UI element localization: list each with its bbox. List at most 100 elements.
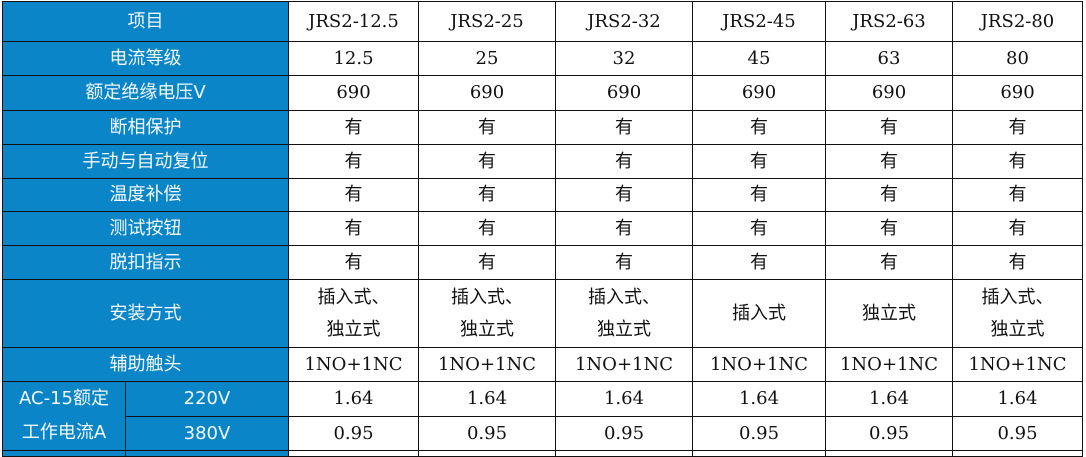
- value-cell: 1NO+1NC: [952, 347, 1083, 382]
- value-cell: 有: [692, 245, 826, 280]
- value-cell: 插入式、 独立式: [418, 279, 556, 348]
- value-cell: 有: [555, 245, 693, 280]
- row-label: 脱扣指示: [2, 245, 289, 280]
- value-cell: 690: [952, 75, 1083, 111]
- table-row: 380V 0.95 0.95 0.95 0.95 0.95 0.95: [3, 415, 1083, 451]
- value-cell: 有: [952, 178, 1083, 212]
- row-label: 额定绝缘电压V: [2, 75, 289, 111]
- value-cell: 有: [952, 144, 1083, 179]
- row-label: 电流等级: [2, 41, 289, 76]
- value-cell: 有: [418, 110, 556, 145]
- partial-cell: [418, 450, 556, 457]
- row-label: 断相保护: [2, 110, 289, 145]
- value-cell: 有: [692, 110, 826, 145]
- value-cell: 32: [555, 41, 693, 76]
- value-cell: 1NO+1NC: [692, 347, 826, 382]
- value-cell: 0.95: [555, 415, 693, 451]
- table-row: 手动与自动复位有有有有有有: [2, 144, 1083, 179]
- value-cell: 690: [418, 75, 556, 111]
- value-cell: 690: [555, 75, 693, 111]
- model-header: JRS2-80: [952, 1, 1083, 42]
- partial-cell: [288, 450, 419, 457]
- model-header: JRS2-45: [692, 1, 826, 42]
- row-label: 辅助触头: [2, 347, 289, 382]
- model-header: JRS2-32: [555, 1, 693, 42]
- table-row: 温度补偿有有有有有有: [2, 178, 1083, 212]
- value-cell: 有: [288, 211, 419, 246]
- value-cell: 25: [418, 41, 556, 76]
- ac15-label-line: AC-15额定: [19, 388, 109, 409]
- table-row: AC-15额定 工作电流A 220V 1.64 1.64 1.64 1.64 1.64 1.64: [2, 381, 1083, 451]
- partial-cell: [125, 450, 289, 457]
- value-cell: 1.64: [825, 381, 953, 417]
- model-header: JRS2-63: [825, 1, 953, 42]
- value-cell: 有: [418, 144, 556, 179]
- voltage-label: 220V: [125, 381, 289, 417]
- value-cell: 有: [825, 110, 953, 145]
- table-row: 电流等级 12.5 25 32 45 63 80: [2, 41, 1083, 76]
- value-cell: 有: [952, 211, 1083, 246]
- table-row: 辅助触头 1NO+1NC 1NO+1NC 1NO+1NC 1NO+1NC 1NO+1NC 1…: [2, 347, 1083, 382]
- value-cell: 有: [692, 178, 826, 212]
- value-cell: 0.95: [288, 415, 419, 451]
- value-cell: 有: [825, 211, 953, 246]
- partial-cell: [692, 450, 826, 457]
- value-cell: 有: [288, 110, 419, 145]
- value-cell: 1.64: [555, 381, 693, 417]
- value-cell: 插入式: [692, 279, 826, 348]
- value-cell: 有: [692, 144, 826, 179]
- ac15-label-line: 工作电流A: [21, 422, 107, 443]
- table-row: 测试按钮有有有有有有: [2, 211, 1083, 246]
- value-cell: 有: [555, 144, 693, 179]
- ac15-label: AC-15额定 工作电流A: [2, 381, 126, 451]
- value-cell: 有: [418, 178, 556, 212]
- table-row: 额定绝缘电压V 690 690 690 690 690 690: [2, 75, 1083, 111]
- value-cell: 45: [692, 41, 826, 76]
- value-cell: 有: [418, 245, 556, 280]
- value-cell: 有: [952, 110, 1083, 145]
- value-cell: 1NO+1NC: [555, 347, 693, 382]
- value-cell: 1NO+1NC: [825, 347, 953, 382]
- value-cell: 1NO+1NC: [288, 347, 419, 382]
- partial-cell: [952, 450, 1083, 457]
- value-cell: 插入式、 独立式: [952, 279, 1083, 348]
- value-cell: 0.95: [692, 415, 826, 451]
- value-cell: 80: [952, 41, 1083, 76]
- model-header: JRS2-25: [418, 1, 556, 42]
- value-cell: 0.95: [825, 415, 953, 451]
- value-cell: 0.95: [418, 415, 556, 451]
- partial-cell: [2, 450, 126, 457]
- value-cell: 有: [288, 178, 419, 212]
- value-cell: 插入式、 独立式: [288, 279, 419, 348]
- partial-cell: [555, 450, 693, 457]
- header-row: 项目 JRS2-12.5 JRS2-25 JRS2-32 JRS2-45 JRS2-63 J…: [2, 1, 1083, 42]
- value-cell: 有: [418, 211, 556, 246]
- value-cell: 插入式、 独立式: [555, 279, 693, 348]
- value-cell: 1NO+1NC: [418, 347, 556, 382]
- value-cell: 有: [288, 144, 419, 179]
- value-cell: 12.5: [288, 41, 419, 76]
- value-cell: 有: [825, 245, 953, 280]
- value-cell: 690: [288, 75, 419, 111]
- table-row: 断相保护有有有有有有: [2, 110, 1083, 145]
- value-cell: 1.64: [692, 381, 826, 417]
- value-cell: 独立式: [825, 279, 953, 348]
- value-cell: 0.95: [952, 415, 1083, 451]
- row-label: 安装方式: [2, 279, 289, 348]
- header-label: 项目: [2, 1, 289, 42]
- value-cell: 63: [825, 41, 953, 76]
- value-cell: 有: [555, 178, 693, 212]
- partial-cell: [825, 450, 953, 457]
- row-label: 测试按钮: [2, 211, 289, 246]
- value-cell: 690: [692, 75, 826, 111]
- value-cell: 有: [825, 144, 953, 179]
- value-cell: 1.64: [288, 381, 419, 417]
- table-row: 安装方式 插入式、 独立式 插入式、 独立式 插入式、 独立式 插入式 独立式 插入式、 独…: [2, 279, 1083, 348]
- table-row: 脱扣指示有有有有有有: [2, 245, 1083, 280]
- value-cell: 有: [825, 178, 953, 212]
- voltage-label: 380V: [125, 415, 289, 451]
- value-cell: 有: [288, 245, 419, 280]
- row-label: 手动与自动复位: [2, 144, 289, 179]
- value-cell: 有: [555, 110, 693, 145]
